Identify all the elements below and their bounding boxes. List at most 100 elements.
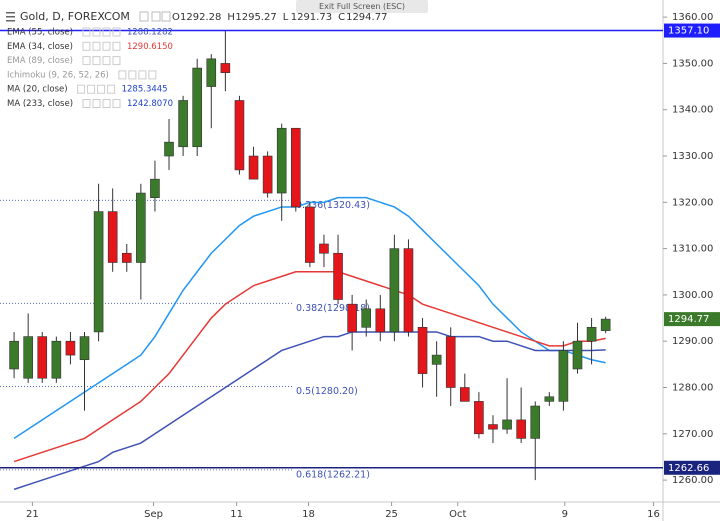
menu-icon[interactable] [6, 12, 15, 22]
indicator-value: 1285.3445 [122, 85, 168, 95]
indicator-icon[interactable] [118, 70, 127, 80]
ohlc-value: 1291.73 [291, 12, 332, 23]
candle-body [375, 308, 386, 333]
candle-body [290, 127, 301, 208]
candle-body [516, 419, 526, 439]
indicator-icon[interactable] [82, 56, 91, 66]
candle-body [248, 155, 259, 180]
candle-body [234, 100, 245, 171]
ohlc-key: H [227, 12, 235, 23]
ohlc-value: 1294.77 [346, 12, 387, 23]
fullscreen-hint-box[interactable] [296, 0, 428, 13]
candle-body [417, 327, 428, 374]
indicator-icon[interactable] [112, 56, 121, 66]
indicator-icon[interactable] [102, 27, 111, 37]
candle-body [305, 206, 315, 263]
indicator-icon[interactable] [112, 27, 121, 37]
x-tick-label: Sep [144, 509, 163, 520]
x-tick-label: 11 [230, 509, 243, 520]
candle-body [361, 308, 372, 328]
candle-body [9, 340, 19, 370]
price-badge [664, 23, 720, 38]
candle-body [164, 141, 174, 157]
candle-body [544, 396, 555, 402]
candle-body [51, 340, 62, 379]
indicator-icon[interactable] [128, 70, 137, 80]
y-tick-label: 1290.00 [672, 336, 713, 347]
fullscreen-hint[interactable]: Exit Full Screen (ESC) [319, 2, 405, 11]
indicator-icon[interactable] [92, 27, 101, 37]
candle-body [178, 100, 188, 148]
fib-label: 0.618(1262.21) [296, 469, 370, 480]
price-badge-label: 1357.10 [668, 26, 709, 37]
indicator-value: 1242.8070 [127, 99, 173, 109]
indicator-icon[interactable] [112, 41, 121, 51]
last-price-badge [664, 312, 720, 327]
candle-body [474, 401, 484, 435]
ohlc-key: C [338, 12, 345, 23]
indicator-icon[interactable] [97, 84, 106, 94]
candle-body [319, 243, 329, 254]
ma-line [13, 331, 606, 491]
legend-icon [151, 11, 161, 22]
indicator-icon[interactable] [92, 41, 101, 51]
candle-body [276, 127, 287, 194]
indicator-icon[interactable] [102, 41, 111, 51]
indicator-icon[interactable] [77, 84, 86, 94]
indicator-icon[interactable] [87, 84, 96, 94]
y-tick-label: 1260.00 [672, 475, 713, 486]
x-tick-label: Oct [449, 509, 466, 520]
y-tick-label: 1310.00 [672, 244, 713, 255]
candle-body [79, 336, 90, 361]
x-tick-label: 18 [302, 509, 315, 520]
candle-body [23, 336, 33, 379]
candle-body [460, 387, 470, 402]
indicator-value: 1290.6150 [127, 42, 173, 52]
indicator-icon[interactable] [112, 99, 121, 108]
indicator-name: EMA (34, close) [7, 42, 73, 52]
indicator-icon[interactable] [92, 99, 101, 108]
candle-body [192, 67, 202, 148]
indicator-name: Ichimoku (9, 26, 52, 26) [7, 70, 109, 80]
candle-body [206, 58, 217, 87]
indicator-icon[interactable] [82, 41, 91, 51]
candle-body [530, 405, 541, 439]
y-tick-label: 1350.00 [672, 58, 713, 69]
candle-body [389, 248, 400, 333]
fib-label: 0.236(1320.43) [296, 200, 370, 211]
indicator-icon[interactable] [82, 99, 91, 108]
indicator-icon[interactable] [102, 99, 111, 108]
indicator-value: 1288.1282 [127, 28, 173, 38]
candle-body [136, 192, 146, 263]
y-tick-label: 1360.00 [672, 12, 713, 23]
ohlc-key: O [172, 12, 180, 23]
y-tick-label: 1340.00 [672, 105, 713, 116]
y-tick-label: 1320.00 [672, 197, 713, 208]
indicator-name: EMA (89, close) [7, 56, 73, 66]
indicator-icon[interactable] [107, 84, 116, 94]
indicator-icon[interactable] [148, 70, 157, 80]
candle-body [488, 424, 498, 430]
indicator-name: EMA (55, close) [7, 28, 73, 38]
candle-body [220, 63, 231, 73]
ohlc-value: 1295.27 [235, 12, 276, 23]
price-badge-label: 1262.66 [668, 463, 709, 474]
indicator-icon[interactable] [92, 56, 101, 66]
indicator-icon[interactable] [138, 70, 147, 80]
candle-body [121, 252, 132, 263]
x-tick-label: 9 [562, 509, 568, 520]
candle-body [502, 419, 512, 430]
indicator-name: MA (20, close) [7, 85, 68, 95]
indicator-icon[interactable] [82, 27, 91, 37]
candle-body [572, 340, 583, 370]
candle-body [93, 211, 104, 333]
candle-body [558, 350, 569, 402]
candle-body [403, 248, 414, 333]
x-tick-label: 25 [385, 509, 398, 520]
y-tick-label: 1270.00 [672, 429, 713, 440]
indicator-icon[interactable] [102, 56, 111, 66]
ohlc-key: L [283, 12, 289, 23]
candle-body [262, 155, 273, 194]
indicator-name: MA (233, close) [7, 99, 73, 109]
